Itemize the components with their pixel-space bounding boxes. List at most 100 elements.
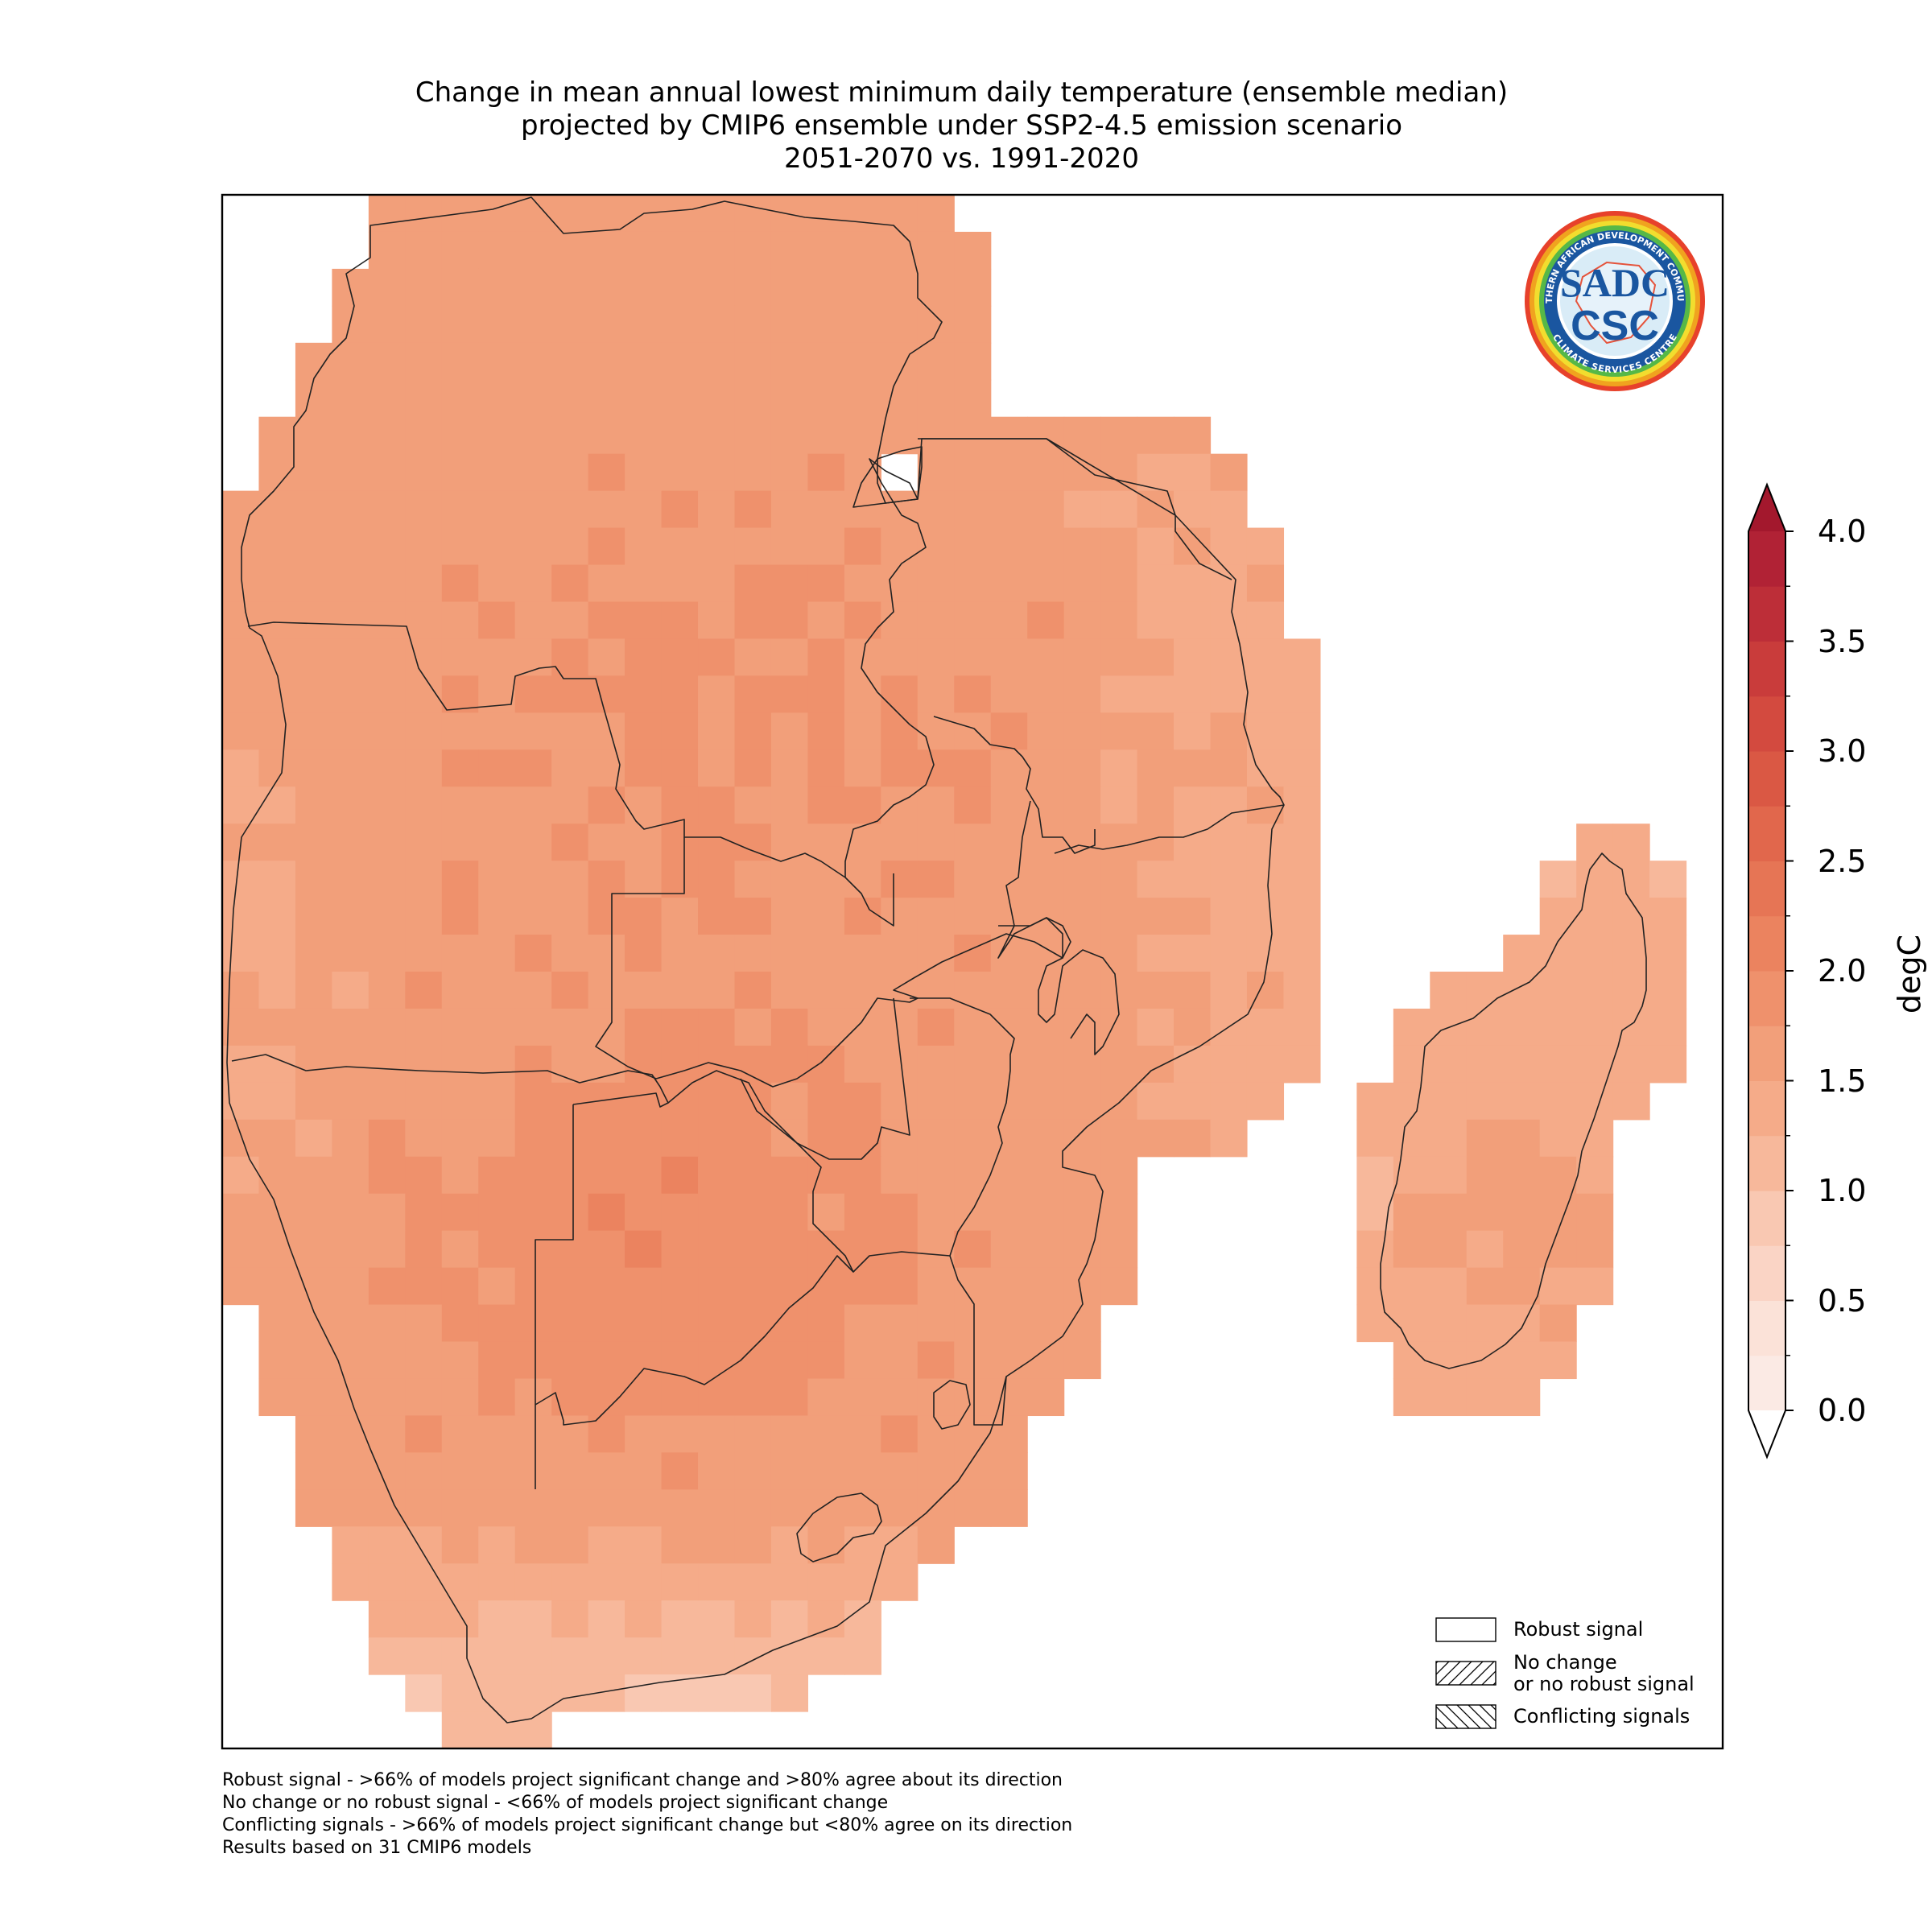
grid-cell (990, 490, 1028, 529)
grid-cell (478, 1415, 516, 1453)
grid-cell (625, 453, 663, 492)
grid-cell (625, 564, 663, 603)
grid-cell (844, 1415, 881, 1453)
grid-cell (1466, 972, 1504, 1009)
colorbar-tick-label: 1.5 (1818, 1063, 1867, 1099)
grid-cell (405, 416, 443, 455)
grid-cell (844, 379, 881, 418)
grid-cell (368, 453, 406, 492)
grid-cell (917, 1008, 955, 1046)
grid-cell (441, 1119, 479, 1158)
grid-cell (844, 527, 881, 566)
grid-cell (917, 1119, 955, 1158)
grid-cell (405, 935, 443, 972)
grid-cell (990, 1230, 1028, 1269)
colorbar-extend-under (1748, 1410, 1785, 1457)
grid-cell (661, 1304, 699, 1343)
grid-cell (990, 416, 1028, 455)
grid-cell (917, 416, 955, 455)
grid-cell (661, 1156, 699, 1195)
grid-cell (258, 824, 296, 861)
grid-cell (1100, 712, 1138, 750)
grid-cell (1063, 1341, 1101, 1380)
grid-cell (588, 1304, 625, 1343)
grid-cell (514, 1452, 552, 1490)
grid-cell (770, 1082, 809, 1121)
grid-cell (1283, 935, 1321, 972)
grid-cell (1100, 898, 1138, 935)
grid-cell (844, 675, 881, 713)
grid-cell (514, 1008, 552, 1046)
grid-cell (954, 1230, 992, 1269)
grid-cell (698, 786, 736, 824)
mainland-coastline (226, 196, 1285, 1724)
grid-cell (698, 1674, 736, 1712)
grid-cell (405, 861, 443, 898)
grid-cell (661, 1045, 699, 1084)
grid-cell (734, 1193, 772, 1232)
grid-cell (551, 1637, 589, 1675)
grid-cell (514, 342, 552, 381)
grid-cell (1137, 749, 1174, 787)
grid-cell (368, 1489, 406, 1527)
grid-cell (954, 564, 992, 603)
grid-cell (588, 898, 625, 935)
grid-cell (661, 564, 699, 603)
grid-cell (1100, 490, 1138, 529)
grid-cell (514, 786, 552, 824)
grid-cell (734, 1267, 772, 1306)
grid-cell (551, 231, 589, 270)
grid-cell (661, 601, 699, 640)
grid-cell (881, 1489, 919, 1527)
grid-cell (954, 1304, 992, 1343)
grid-cell (1466, 1193, 1504, 1232)
grid-cell (698, 231, 736, 270)
grid-cell (588, 268, 625, 307)
grid-cell (1430, 972, 1468, 1009)
grid-cell (661, 305, 699, 344)
grid-cell (734, 1452, 772, 1490)
grid-cell (698, 898, 736, 935)
grid-cell (917, 1156, 955, 1195)
grid-cell (368, 712, 406, 750)
grid-cell (954, 1045, 992, 1084)
grid-cell (514, 1600, 552, 1638)
grid-cell (514, 712, 552, 750)
grid-cell (332, 1452, 369, 1490)
grid-cell (770, 231, 809, 270)
grid-cell (807, 1008, 845, 1046)
grid-cell (295, 749, 332, 787)
grid-cell (368, 1008, 406, 1046)
grid-cell (625, 712, 663, 750)
grid-cell (917, 342, 955, 381)
grid-cell (807, 1452, 845, 1490)
grid-cell (954, 786, 992, 824)
grid-cell (734, 1230, 772, 1269)
grid-cell (368, 601, 406, 640)
colorbar-segment (1748, 1026, 1785, 1081)
grid-cell (1649, 935, 1687, 972)
grid-cell (1283, 1008, 1321, 1046)
grid-cell (405, 1674, 443, 1712)
grid-cell (441, 1267, 479, 1306)
grid-cell (807, 972, 845, 1009)
grid-cell (514, 1378, 552, 1417)
country-borders (226, 196, 1647, 1724)
grid-cell (844, 490, 881, 529)
grid-cell (1246, 861, 1285, 898)
grid-cell (332, 268, 369, 307)
grid-cell (1283, 1045, 1321, 1084)
grid-cell (661, 1526, 699, 1564)
colorbar (1748, 482, 1794, 1459)
grid-cell (734, 1156, 772, 1195)
grid-cell (734, 786, 772, 824)
grid-cell (734, 490, 772, 529)
grid-cell (551, 1304, 589, 1343)
grid-cell (258, 675, 296, 713)
map-frame (221, 193, 1724, 1750)
grid-cell (1210, 638, 1248, 676)
grid-cell (990, 1378, 1028, 1417)
grid-cell (332, 379, 369, 418)
grid-cell (441, 1230, 479, 1269)
grid-cell (1283, 638, 1321, 676)
